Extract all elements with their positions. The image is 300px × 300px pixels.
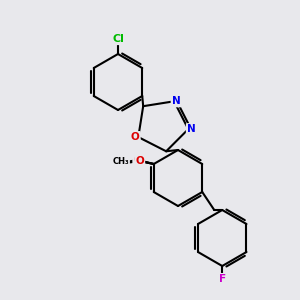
Text: CH₃: CH₃ xyxy=(112,158,129,166)
Text: N: N xyxy=(187,124,196,134)
Text: O: O xyxy=(134,155,142,165)
Text: O: O xyxy=(135,156,144,166)
Text: F: F xyxy=(219,274,226,284)
Text: O: O xyxy=(131,132,140,142)
Text: N: N xyxy=(172,96,181,106)
Text: Cl: Cl xyxy=(112,34,124,44)
